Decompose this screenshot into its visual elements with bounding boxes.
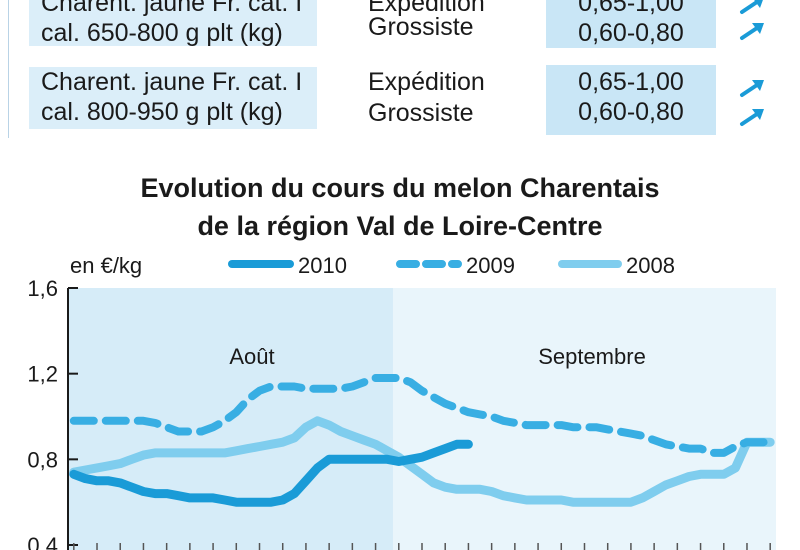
stage-grossiste: Grossiste (368, 99, 474, 127)
up-arrow-icon (740, 23, 764, 40)
y-axis-label: en €/kg (70, 253, 142, 278)
period-label-aout: Août (229, 344, 274, 369)
price-expedition: 0,65-1,00 (578, 0, 684, 17)
table-row-1-product: Charent. jaune Fr. cat. I cal. 650-800 g… (29, 0, 317, 47)
price-table: Charent. jaune Fr. cat. I cal. 650-800 g… (0, 0, 800, 145)
stage-grossiste: Grossiste (368, 13, 474, 41)
series-line-2009 (69, 374, 775, 457)
price-grossiste: 0,60-0,80 (578, 19, 684, 47)
series-line-2010 (69, 439, 473, 507)
up-arrow-icon (740, 0, 763, 14)
price-grossiste: 0,60-0,80 (578, 98, 684, 126)
y-tick-label: 1,2 (27, 362, 58, 387)
stage-expedition: Expédition (368, 68, 485, 96)
table-row-2-product: Charent. jaune Fr. cat. I cal. 800-950 g… (29, 67, 317, 129)
legend-label-2010: 2010 (298, 253, 347, 278)
y-tick-label: 1,6 (27, 276, 58, 301)
legend-label-2008: 2008 (626, 253, 675, 278)
table-row-2-prices: 0,65-1,00 0,60-0,80 (546, 65, 716, 135)
price-expedition: 0,65-1,00 (578, 68, 684, 96)
product-line-1: Charent. jaune Fr. cat. I (41, 0, 303, 17)
series-line-2008 (69, 416, 775, 507)
product-line-2: cal. 800-950 g plt (kg) (41, 98, 283, 126)
table-left-rule (8, 0, 9, 138)
legend-label-2009: 2009 (466, 253, 515, 278)
chart-svg: 0,4 0,8 1,2 1,6 en €/kg 2010 2009 2008 Août Sep… (27, 253, 776, 550)
chart-subtitle: de la région Val de Loire-Centre (197, 211, 603, 241)
product-line-2: cal. 650-800 g plt (kg) (41, 19, 283, 47)
table-row-1-prices: 0,65-1,00 0,60-0,80 (546, 0, 716, 48)
product-line-1: Charent. jaune Fr. cat. I (41, 68, 303, 96)
up-arrow-icon (740, 109, 764, 126)
period-label-septembre: Septembre (538, 344, 646, 369)
y-tick-label: 0,8 (27, 447, 58, 472)
y-tick-label: 0,4 (27, 533, 58, 550)
stage-expedition: Expédition (368, 0, 485, 17)
up-arrow-icon (740, 80, 764, 97)
melon-price-chart: Evolution du cours du melon Charentais d… (0, 145, 800, 550)
period-band-septembre (392, 288, 776, 550)
chart-title: Evolution du cours du melon Charentais (140, 173, 660, 203)
